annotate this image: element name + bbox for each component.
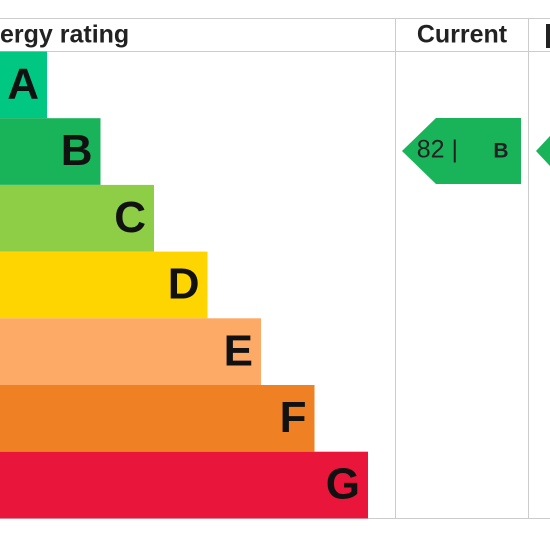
band-letter: G xyxy=(326,460,360,509)
potential-header-fragment xyxy=(546,24,550,48)
band-bar xyxy=(0,385,315,452)
band-bar xyxy=(0,451,368,519)
band-bar xyxy=(0,184,154,252)
band-letter: D xyxy=(168,260,200,309)
band-letter: B xyxy=(61,126,93,175)
current-header: Current xyxy=(417,21,508,49)
band-letter: A xyxy=(7,59,39,108)
band-letter: E xyxy=(224,326,253,375)
potential-arrow xyxy=(536,136,550,166)
band-letter: F xyxy=(280,393,307,442)
current-arrow xyxy=(402,118,521,184)
current-band: B xyxy=(493,140,508,163)
band-bar xyxy=(0,118,101,185)
band-letter: C xyxy=(114,193,146,242)
band-bar xyxy=(0,251,208,319)
current-score: 82 | xyxy=(417,136,458,164)
band-bar xyxy=(0,318,261,385)
rating-header: ergy rating xyxy=(0,21,129,49)
band-bar xyxy=(0,51,47,119)
